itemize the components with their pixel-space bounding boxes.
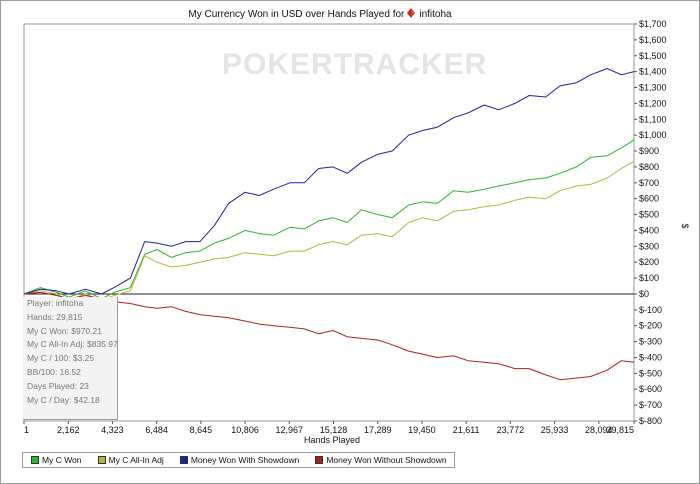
chart-legend: My C Won My C All-In Adj Money Won With Sh… — [22, 452, 455, 468]
y-tick-label: $1,600 — [639, 35, 667, 45]
x-tick-label: 25,933 — [541, 425, 569, 435]
stats-row: Days Played: 23 — [27, 380, 89, 391]
legend-label: Money Won With Showdown — [190, 455, 300, 465]
legend-item-money-won-with-showdown: Money Won With Showdown — [179, 455, 300, 465]
y-tick-label: $600 — [639, 194, 659, 204]
legend-item-my-c-all-in-adj: My C All-In Adj — [97, 455, 164, 465]
stats-row: Player: infitoha — [27, 298, 84, 308]
y-tick-label: $1,500 — [639, 51, 667, 61]
y-tick-label: $-600 — [639, 384, 662, 394]
y-tick-label: $100 — [639, 273, 659, 283]
legend-swatch — [179, 456, 188, 464]
x-tick-label: 1 — [24, 425, 29, 435]
y-tick-label: $1,400 — [639, 67, 667, 77]
y-tick-label: $-800 — [639, 416, 662, 426]
y-tick-label: $900 — [639, 146, 659, 156]
plot-area — [23, 23, 635, 422]
y-tick-label: $-500 — [639, 368, 662, 378]
x-tick-label: 2,162 — [57, 425, 80, 435]
series-line-money-won-with-showdown — [23, 68, 635, 295]
stats-row: Hands: 29,815 — [27, 311, 83, 322]
player-flag-icon — [407, 8, 416, 18]
y-tick-label: $300 — [639, 241, 659, 251]
legend-label: My C Won — [42, 455, 82, 465]
y-axis-label: $ — [680, 223, 690, 228]
y-tick-label: $-100 — [639, 305, 662, 315]
y-tick-label: $-400 — [639, 352, 662, 362]
x-tick-label: 17,289 — [364, 425, 392, 435]
chart-title-text: My Currency Won in USD over Hands Played… — [188, 9, 405, 20]
chart-title-player: infitoha — [419, 9, 452, 20]
stats-row: My C Won: $970.21 — [27, 325, 102, 336]
player-stats-box: Player: infitoha Hands: 29,815 My C Won: $… — [23, 297, 118, 420]
pokertracker-watermark: POKERTRACKER — [222, 48, 487, 81]
chart-axes — [23, 23, 635, 422]
tick-labels: $-800 $-700 $-600 $-500 $-400 $-300 $-200 $-100… — [23, 19, 667, 435]
x-tick-label: 8,645 — [190, 425, 213, 435]
y-tick-label: $1,100 — [639, 114, 667, 124]
y-tick-label: $0 — [639, 289, 649, 299]
x-tick-label: 21,611 — [453, 425, 480, 435]
legend-item-money-won-without-showdown: Money Won Without Showdown — [315, 455, 447, 465]
legend-label: My C All-In Adj — [108, 455, 164, 465]
y-tick-label: $400 — [639, 225, 659, 235]
y-tick-label: $1,300 — [639, 83, 667, 93]
x-tick-label: 6,484 — [145, 425, 168, 435]
legend-swatch — [315, 456, 324, 464]
legend-label: Money Won Without Showdown — [326, 455, 447, 465]
x-tick-label: 29,815 — [606, 425, 634, 435]
x-tick-label: 15,128 — [320, 425, 348, 435]
y-tick-label: $700 — [639, 178, 659, 188]
chart-title: My Currency Won in USD over Hands Played… — [0, 8, 640, 20]
series-line-money-won-without-showdown — [23, 291, 635, 381]
series-line-my-c-won — [23, 139, 635, 300]
stats-row: My C / Day: $42.18 — [27, 394, 100, 405]
y-tick-label: $1,200 — [639, 98, 667, 108]
y-tick-label: $500 — [639, 210, 659, 220]
legend-swatch — [31, 456, 39, 464]
stats-row: My C / 100: $3.25 — [27, 353, 95, 364]
stats-row: My C All-In Adj: $835.97 — [27, 339, 118, 350]
y-tick-label: $-700 — [639, 400, 662, 410]
x-tick-label: 12,967 — [276, 425, 304, 435]
y-tick-label: $800 — [639, 162, 659, 172]
y-tick-label: $1,000 — [639, 130, 667, 140]
y-tick-label: $-300 — [639, 337, 662, 347]
y-tick-label: $1,700 — [639, 19, 667, 29]
series-layer — [23, 68, 635, 381]
x-tick-label: 19,450 — [408, 425, 436, 435]
x-tick-label: 10,806 — [231, 425, 259, 435]
y-tick-label: $-200 — [639, 321, 662, 331]
stats-row: BB/100: 16.52 — [27, 366, 81, 377]
x-tick-label: 23,772 — [497, 425, 525, 435]
x-axis-label: Hands Played — [304, 435, 360, 445]
legend-swatch — [97, 456, 106, 464]
x-tick-label: 4,323 — [101, 425, 124, 435]
y-tick-label: $200 — [639, 257, 659, 267]
x-tick-label: 28,094 — [585, 425, 613, 435]
series-line-my-c-all-in-adj — [23, 160, 635, 301]
legend-item-my-c-won: My C Won — [31, 455, 82, 465]
